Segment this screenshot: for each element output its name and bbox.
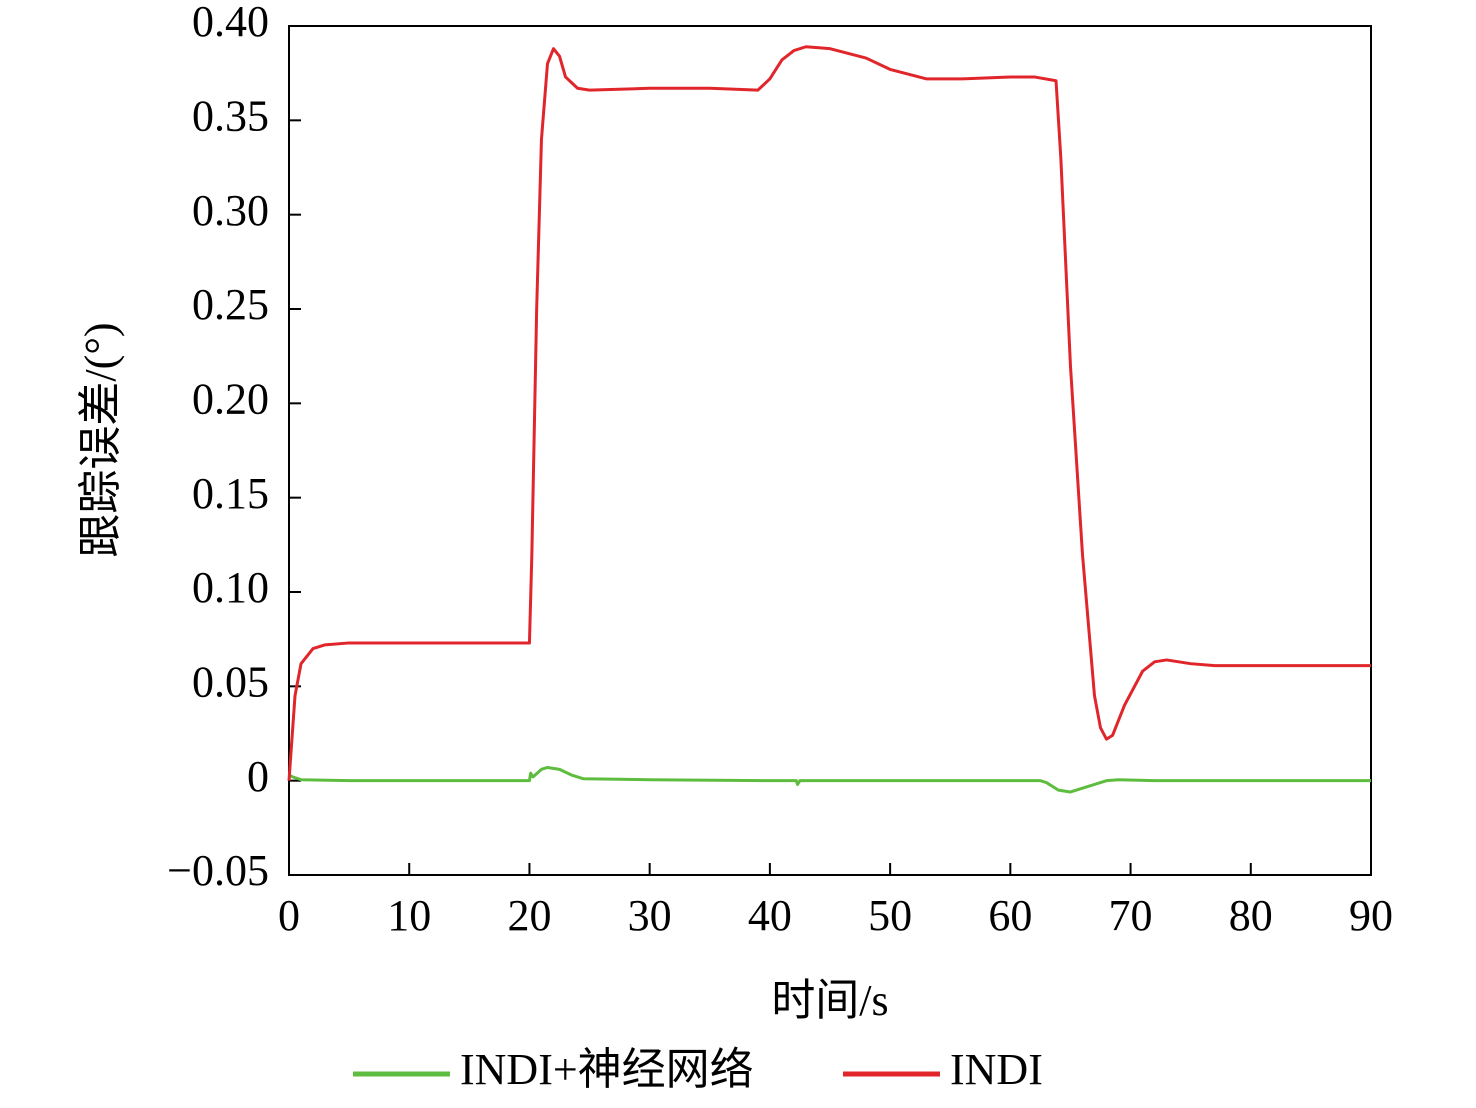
x-tick-label: 10	[387, 891, 431, 940]
x-tick-label: 90	[1349, 891, 1393, 940]
legend-label: INDI	[950, 1045, 1043, 1094]
x-tick-label: 0	[278, 891, 300, 940]
y-tick-label: 0.15	[192, 469, 269, 518]
legend-label: INDI+神经网络	[460, 1045, 754, 1094]
y-tick-label: 0.35	[192, 91, 269, 140]
y-tick-label: 0.20	[192, 374, 269, 423]
x-tick-label: 60	[988, 891, 1032, 940]
y-tick-label: 0.40	[192, 0, 269, 46]
series-line	[287, 45, 1371, 781]
x-tick-label: 80	[1229, 891, 1273, 940]
x-tick-label: 50	[868, 891, 912, 940]
x-tick-label: 40	[748, 891, 792, 940]
y-tick-label: 0.10	[192, 563, 269, 612]
x-axis-label: 时间/s	[771, 976, 888, 1025]
y-tick-label: 0	[247, 752, 269, 801]
plot-frame	[288, 25, 1372, 876]
x-tick-label: 30	[628, 891, 672, 940]
y-tick-label: 0.05	[192, 657, 269, 706]
y-axis-label: 跟踪误差/(°)	[76, 322, 125, 557]
x-tick-label: 70	[1109, 891, 1153, 940]
y-tick-label: 0.30	[192, 186, 269, 235]
y-tick-label: 0.25	[192, 280, 269, 329]
y-tick-label: −0.05	[167, 846, 269, 895]
series-line	[288, 765, 1371, 794]
x-tick-label: 20	[507, 891, 551, 940]
